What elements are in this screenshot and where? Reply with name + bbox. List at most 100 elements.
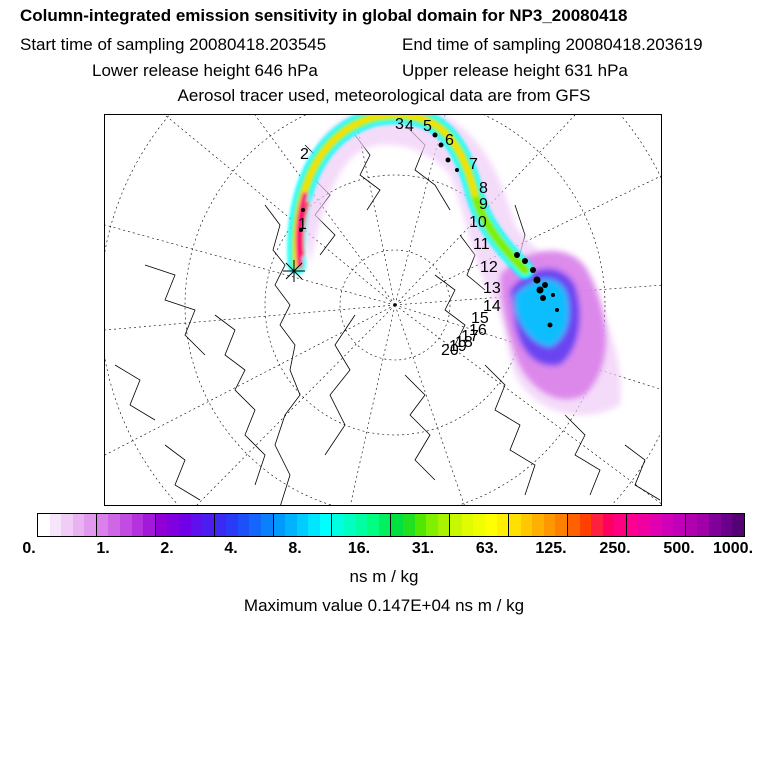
colorbar-segment <box>449 514 462 536</box>
colorbar-tick: 125. <box>535 540 567 557</box>
colorbar-segment <box>390 514 403 536</box>
colorbar-segment <box>484 514 497 536</box>
maximum-value: Maximum value 0.147E+04 ns m / kg <box>243 596 525 615</box>
colorbar-tick: 16. <box>347 540 371 557</box>
day-label: 7 <box>469 156 478 173</box>
colorbar-segment <box>625 514 639 536</box>
colorbar-tick: 8. <box>288 540 302 557</box>
colorbar-segment <box>378 514 391 536</box>
day-label: 17 <box>461 328 479 345</box>
figure-title: Column-integrated emission sensitivity i… <box>20 6 628 25</box>
colorbar-segment <box>49 514 62 536</box>
colorbar-tick: 63. <box>475 540 499 557</box>
day-label: 18 <box>455 334 473 351</box>
colorbar-segment <box>272 514 286 536</box>
day-label: 9 <box>479 196 488 213</box>
colorbar-segment <box>344 514 356 536</box>
colorbar-segment <box>732 514 744 536</box>
colorbar-segment <box>120 514 132 536</box>
upper-release-height: Upper release height 631 hPa <box>402 61 628 80</box>
colorbar-segment <box>567 514 580 536</box>
colorbar-segment <box>213 514 227 536</box>
map-canvas: 1 2 3 4 5 6 7 8 9 10 11 12 13 14 15 16 1… <box>105 115 661 505</box>
colorbar <box>37 513 745 537</box>
day-label: 5 <box>423 118 432 135</box>
colorbar-segment <box>154 514 168 536</box>
colorbar-segment <box>661 514 674 536</box>
colorbar-segment <box>708 514 721 536</box>
colorbar-segment <box>591 514 603 536</box>
day-label: 14 <box>483 298 501 315</box>
colorbar-tick: 250. <box>599 540 631 557</box>
day-label: 15 <box>471 310 489 327</box>
colorbar-segment <box>331 514 345 536</box>
colorbar-segment <box>414 514 427 536</box>
tracer-note: Aerosol tracer used, meteorological data… <box>177 86 591 105</box>
colorbar-tick: 2. <box>160 540 174 557</box>
day-label: 12 <box>480 259 498 276</box>
trajectory-markers <box>299 132 559 328</box>
colorbar-segment <box>367 514 379 536</box>
colorbar-tick: 1000. <box>712 540 754 557</box>
day-label: 8 <box>479 180 488 197</box>
colorbar-segment <box>355 514 368 536</box>
colorbar-segment <box>108 514 121 536</box>
start-time: Start time of sampling 20080418.203545 <box>20 35 327 54</box>
colorbar-segment <box>437 514 450 536</box>
colorbar-tick: 4. <box>224 540 238 557</box>
colorbar-segment <box>296 514 309 536</box>
colorbar-segment <box>249 514 261 536</box>
colorbar-segment <box>684 514 698 536</box>
colorbar-tick: 0. <box>22 540 36 557</box>
colorbar-segment <box>473 514 485 536</box>
day-label: 20 <box>441 342 459 359</box>
colorbar-segment <box>402 514 415 536</box>
colorbar-segment <box>673 514 685 536</box>
colorbar-tick: 500. <box>663 540 695 557</box>
colorbar-segment <box>190 514 203 536</box>
colorbar-segment <box>178 514 191 536</box>
colorbar-segment <box>638 514 651 536</box>
end-time: End time of sampling 20080418.203619 <box>402 35 703 54</box>
colorbar-segment <box>167 514 179 536</box>
colorbar-segment <box>543 514 556 536</box>
colorbar-segment <box>84 514 96 536</box>
colorbar-segment <box>72 514 85 536</box>
day-label: 3 <box>395 116 404 133</box>
colorbar-segment <box>143 514 155 536</box>
day-label: 16 <box>469 322 487 339</box>
colorbar-tick: 31. <box>411 540 435 557</box>
colorbar-segment <box>131 514 144 536</box>
colorbar-segment <box>237 514 250 536</box>
colorbar-segment <box>226 514 238 536</box>
day-labels: 1 2 3 4 5 6 7 8 9 10 11 12 13 14 15 16 1… <box>298 116 501 359</box>
lower-release-height: Lower release height 646 hPa <box>92 61 318 80</box>
colorbar-tick: 1. <box>96 540 110 557</box>
colorbar-segment <box>697 514 709 536</box>
day-label: 6 <box>445 132 454 149</box>
plume-envelope <box>302 115 621 416</box>
colorbar-segment <box>38 514 50 536</box>
day-label: 19 <box>449 338 467 355</box>
polar-map: 1 2 3 4 5 6 7 8 9 10 11 12 13 14 15 16 1… <box>104 114 662 506</box>
day-label: 4 <box>405 118 414 135</box>
colorbar-segment <box>532 514 544 536</box>
colorbar-segment <box>720 514 733 536</box>
colorbar-segment <box>308 514 320 536</box>
colorbar-segment <box>202 514 214 536</box>
colorbar-unit: ns m / kg <box>349 567 419 586</box>
plume-core <box>287 115 534 279</box>
day-label: 10 <box>469 214 487 231</box>
colorbar-segment <box>496 514 509 536</box>
colorbar-segment <box>426 514 438 536</box>
day-label: 11 <box>473 236 490 253</box>
colorbar-segment <box>520 514 533 536</box>
release-point-marker <box>283 260 305 282</box>
colorbar-segment <box>461 514 474 536</box>
colorbar-segment <box>508 514 521 536</box>
colorbar-segment <box>260 514 273 536</box>
colorbar-segment <box>285 514 297 536</box>
colorbar-segment <box>61 514 73 536</box>
colorbar-segment <box>579 514 592 536</box>
colorbar-segment <box>95 514 109 536</box>
